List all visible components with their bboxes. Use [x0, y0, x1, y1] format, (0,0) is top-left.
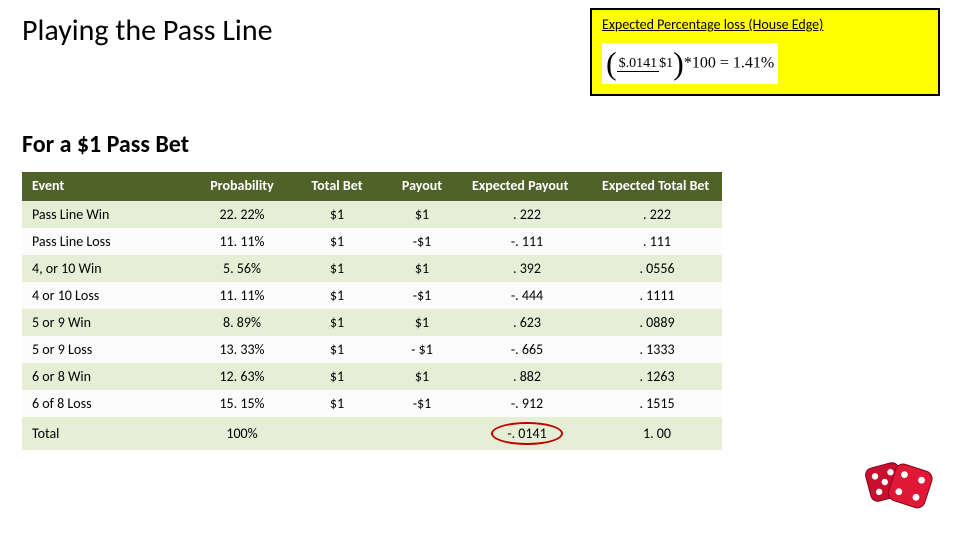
cell-probability: 13. 33% — [192, 336, 292, 363]
table-row: 4 or 10 Loss 11. 11% $1 -$1 -. 444 . 111… — [22, 282, 722, 309]
cell-event: 4 or 10 Loss — [22, 282, 192, 309]
cell-expected-payout: -. 444 — [462, 282, 592, 309]
cell-payout: - $1 — [382, 336, 462, 363]
page-title: Playing the Pass Line — [22, 12, 273, 49]
cell-payout: -$1 — [382, 228, 462, 255]
cell-expected-payout: -. 111 — [462, 228, 592, 255]
cell-expected-total-bet: 1. 00 — [592, 417, 722, 450]
cell-total-bet: $1 — [292, 282, 382, 309]
cell-total-bet: $1 — [292, 390, 382, 417]
cell-total-bet: $1 — [292, 309, 382, 336]
cell-event: Total — [22, 417, 192, 450]
cell-expected-total-bet: . 1111 — [592, 282, 722, 309]
cell-event: 5 or 9 Win — [22, 309, 192, 336]
cell-payout — [382, 417, 462, 450]
cell-expected-payout: -. 665 — [462, 336, 592, 363]
formula-tail: *100 = 1.41% — [684, 55, 774, 72]
table-row: 6 of 8 Loss 15. 15% $1 -$1 -. 912 . 1515 — [22, 390, 722, 417]
cell-event: 4, or 10 Win — [22, 255, 192, 282]
cell-expected-total-bet: . 222 — [592, 201, 722, 228]
house-edge-formula: ($.0141$1)*100 = 1.41% — [602, 43, 778, 84]
cell-expected-payout: . 882 — [462, 363, 592, 390]
cell-total-bet: $1 — [292, 201, 382, 228]
cell-event: 6 of 8 Loss — [22, 390, 192, 417]
cell-probability: 11. 11% — [192, 228, 292, 255]
table-row: Pass Line Win 22. 22% $1 $1 . 222 . 222 — [22, 201, 722, 228]
table-total-row: Total 100% -. 0141 1. 00 — [22, 417, 722, 450]
table-row: Pass Line Loss 11. 11% $1 -$1 -. 111 . 1… — [22, 228, 722, 255]
table-row: 6 or 8 Win 12. 63% $1 $1 . 882 . 1263 — [22, 363, 722, 390]
cell-total-bet — [292, 417, 382, 450]
cell-probability: 15. 15% — [192, 390, 292, 417]
header-probability: Probability — [192, 172, 292, 201]
cell-expected-payout: -. 0141 — [462, 417, 592, 450]
dice-icon — [850, 442, 950, 522]
cell-probability: 12. 63% — [192, 363, 292, 390]
cell-payout: -$1 — [382, 390, 462, 417]
cell-payout: $1 — [382, 363, 462, 390]
cell-probability: 100% — [192, 417, 292, 450]
header-payout: Payout — [382, 172, 462, 201]
pass-line-table: Event Probability Total Bet Payout Expec… — [22, 172, 722, 450]
table-row: 4, or 10 Win 5. 56% $1 $1 . 392 . 0556 — [22, 255, 722, 282]
cell-payout: -$1 — [382, 282, 462, 309]
cell-payout: $1 — [382, 309, 462, 336]
header-event: Event — [22, 172, 192, 201]
house-edge-box: Expected Percentage loss (House Edge) ($… — [590, 8, 940, 96]
cell-total-bet: $1 — [292, 363, 382, 390]
cell-event: 6 or 8 Win — [22, 363, 192, 390]
cell-event: Pass Line Win — [22, 201, 192, 228]
subtitle: For a $1 Pass Bet — [22, 130, 189, 159]
cell-payout: $1 — [382, 201, 462, 228]
cell-event: Pass Line Loss — [22, 228, 192, 255]
fraction-numerator: $.0141 — [617, 56, 660, 72]
header-expected-total-bet: Expected Total Bet — [592, 172, 722, 201]
cell-expected-payout: -. 912 — [462, 390, 592, 417]
cell-expected-total-bet: . 1263 — [592, 363, 722, 390]
table-header-row: Event Probability Total Bet Payout Expec… — [22, 172, 722, 201]
cell-expected-total-bet: . 0889 — [592, 309, 722, 336]
cell-expected-total-bet: . 1515 — [592, 390, 722, 417]
cell-expected-payout: . 623 — [462, 309, 592, 336]
table-row: 5 or 9 Win 8. 89% $1 $1 . 623 . 0889 — [22, 309, 722, 336]
cell-probability: 5. 56% — [192, 255, 292, 282]
cell-event: 5 or 9 Loss — [22, 336, 192, 363]
cell-payout: $1 — [382, 255, 462, 282]
circled-value: -. 0141 — [491, 422, 562, 445]
cell-probability: 8. 89% — [192, 309, 292, 336]
cell-expected-total-bet: . 1333 — [592, 336, 722, 363]
cell-expected-total-bet: . 111 — [592, 228, 722, 255]
cell-total-bet: $1 — [292, 336, 382, 363]
cell-total-bet: $1 — [292, 228, 382, 255]
header-total-bet: Total Bet — [292, 172, 382, 201]
fraction-denominator: $1 — [659, 56, 673, 71]
cell-probability: 11. 11% — [192, 282, 292, 309]
cell-total-bet: $1 — [292, 255, 382, 282]
cell-expected-payout: . 222 — [462, 201, 592, 228]
cell-probability: 22. 22% — [192, 201, 292, 228]
cell-expected-payout: . 392 — [462, 255, 592, 282]
house-edge-label: Expected Percentage loss (House Edge) — [602, 16, 928, 33]
table-row: 5 or 9 Loss 13. 33% $1 - $1 -. 665 . 133… — [22, 336, 722, 363]
cell-expected-total-bet: . 0556 — [592, 255, 722, 282]
header-expected-payout: Expected Payout — [462, 172, 592, 201]
